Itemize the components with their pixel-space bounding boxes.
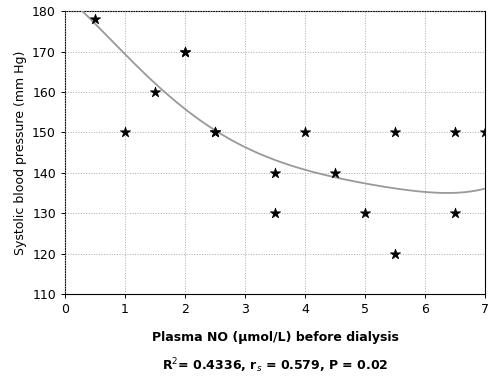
Text: R$^2$= 0.4336, r$_s$ = 0.579, P = 0.02: R$^2$= 0.4336, r$_s$ = 0.579, P = 0.02 [162,356,388,375]
Point [361,210,369,216]
Point [271,210,279,216]
Point [91,16,99,22]
Point [211,129,219,135]
Y-axis label: Systolic blood pressure (mm Hg): Systolic blood pressure (mm Hg) [14,51,26,255]
Point [391,251,399,257]
Text: Plasma NO (μmol/L) before dialysis: Plasma NO (μmol/L) before dialysis [152,331,398,344]
Point [451,210,459,216]
Point [481,129,489,135]
Point [451,129,459,135]
Point [271,170,279,176]
Point [151,89,159,95]
Point [331,170,339,176]
Point [211,129,219,135]
Point [391,129,399,135]
Point [181,49,189,55]
Point [301,129,309,135]
Point [121,129,129,135]
Point [181,49,189,55]
